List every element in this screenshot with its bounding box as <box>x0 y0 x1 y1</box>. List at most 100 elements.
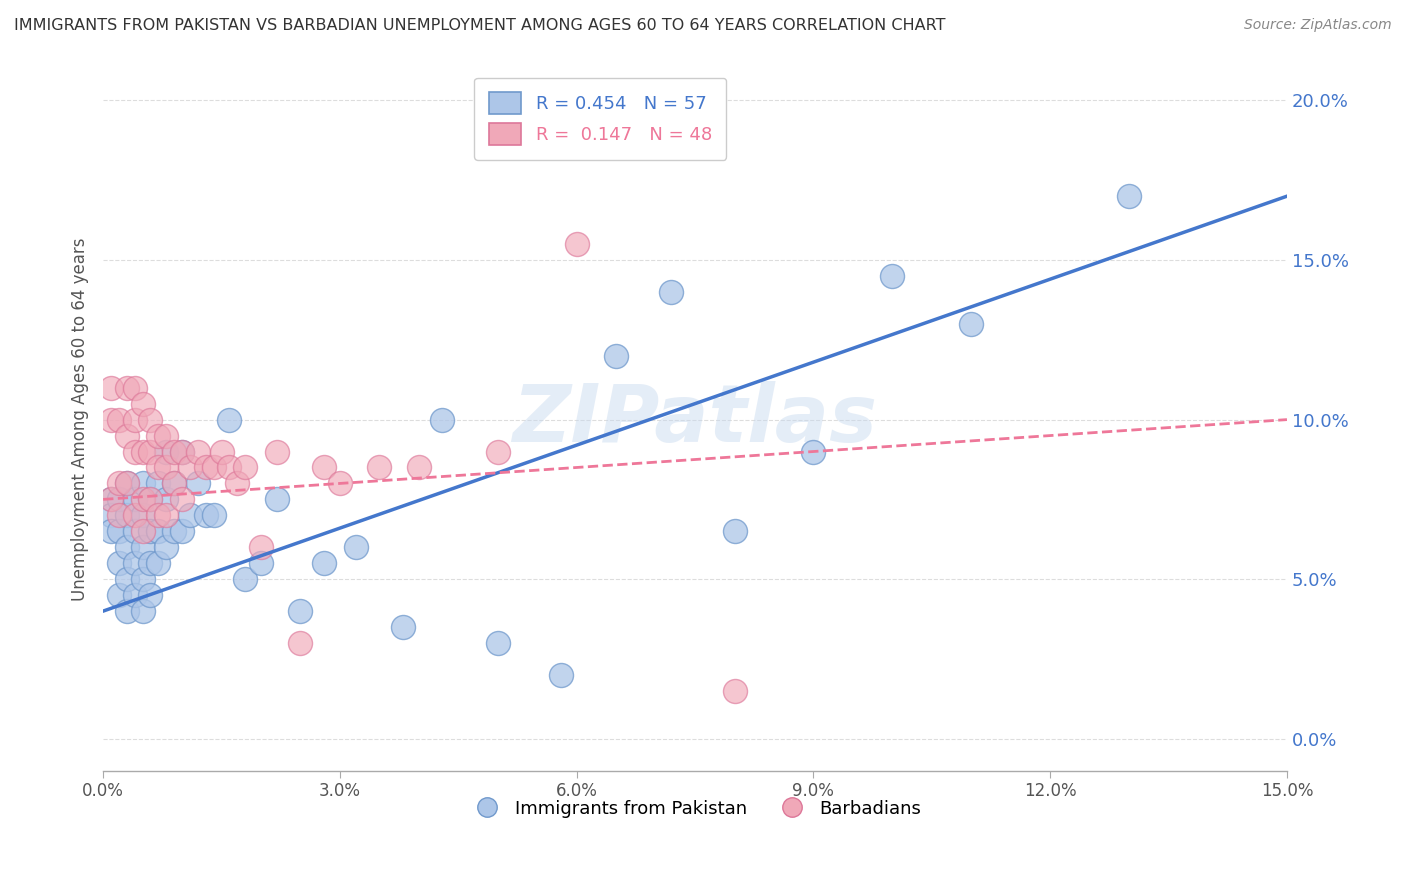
Point <box>148 476 170 491</box>
Text: ZIPatlas: ZIPatlas <box>513 381 877 458</box>
Point <box>432 412 454 426</box>
Y-axis label: Unemployment Among Ages 60 to 64 years: Unemployment Among Ages 60 to 64 years <box>72 238 89 601</box>
Point <box>124 508 146 523</box>
Point <box>163 524 186 539</box>
Point <box>139 492 162 507</box>
Point <box>194 508 217 523</box>
Point <box>882 268 904 283</box>
Point <box>163 476 186 491</box>
Point <box>148 428 170 442</box>
Point <box>218 412 240 426</box>
Point <box>139 588 162 602</box>
Point <box>108 492 131 507</box>
Point <box>115 476 138 491</box>
Point <box>266 492 288 507</box>
Point <box>124 492 146 507</box>
Point <box>187 476 209 491</box>
Point <box>100 381 122 395</box>
Point <box>408 460 430 475</box>
Point <box>1118 189 1140 203</box>
Point <box>368 460 391 475</box>
Point <box>314 556 336 570</box>
Point <box>329 476 352 491</box>
Point <box>233 572 256 586</box>
Point <box>486 636 509 650</box>
Point <box>139 412 162 426</box>
Point <box>131 444 153 458</box>
Point <box>170 492 193 507</box>
Point <box>131 508 153 523</box>
Point <box>266 444 288 458</box>
Point <box>108 476 131 491</box>
Text: Source: ZipAtlas.com: Source: ZipAtlas.com <box>1244 18 1392 32</box>
Point <box>155 428 177 442</box>
Point <box>100 492 122 507</box>
Point <box>139 492 162 507</box>
Point <box>155 492 177 507</box>
Point <box>290 604 312 618</box>
Point <box>170 524 193 539</box>
Point <box>100 412 122 426</box>
Point <box>108 412 131 426</box>
Point <box>139 524 162 539</box>
Point <box>194 460 217 475</box>
Legend: Immigrants from Pakistan, Barbadians: Immigrants from Pakistan, Barbadians <box>463 792 928 825</box>
Point <box>170 444 193 458</box>
Point <box>218 460 240 475</box>
Point <box>108 588 131 602</box>
Point <box>115 508 138 523</box>
Point <box>179 508 201 523</box>
Point <box>202 460 225 475</box>
Point <box>179 460 201 475</box>
Point <box>108 508 131 523</box>
Point <box>124 556 146 570</box>
Point <box>392 620 415 634</box>
Point <box>108 556 131 570</box>
Point <box>960 317 983 331</box>
Point <box>115 381 138 395</box>
Point <box>148 508 170 523</box>
Point <box>723 524 745 539</box>
Point <box>550 668 572 682</box>
Point <box>250 541 273 555</box>
Point <box>131 604 153 618</box>
Point <box>250 556 273 570</box>
Point <box>155 541 177 555</box>
Point <box>155 508 177 523</box>
Point <box>124 524 146 539</box>
Point <box>605 349 627 363</box>
Point <box>187 444 209 458</box>
Point <box>170 444 193 458</box>
Point <box>115 476 138 491</box>
Point <box>486 444 509 458</box>
Point <box>131 397 153 411</box>
Point <box>131 524 153 539</box>
Point <box>131 492 153 507</box>
Point <box>139 444 162 458</box>
Point <box>211 444 233 458</box>
Point <box>155 444 177 458</box>
Point <box>108 524 131 539</box>
Point <box>131 572 153 586</box>
Point <box>661 285 683 299</box>
Point <box>565 237 588 252</box>
Point <box>163 476 186 491</box>
Point <box>148 524 170 539</box>
Point <box>131 476 153 491</box>
Point <box>803 444 825 458</box>
Point <box>155 460 177 475</box>
Point <box>115 604 138 618</box>
Point <box>202 508 225 523</box>
Point <box>124 444 146 458</box>
Point <box>124 381 146 395</box>
Point <box>115 572 138 586</box>
Point <box>139 556 162 570</box>
Point <box>100 508 122 523</box>
Point <box>163 444 186 458</box>
Point <box>344 541 367 555</box>
Point <box>124 588 146 602</box>
Point <box>124 412 146 426</box>
Point <box>148 460 170 475</box>
Point <box>314 460 336 475</box>
Point <box>115 428 138 442</box>
